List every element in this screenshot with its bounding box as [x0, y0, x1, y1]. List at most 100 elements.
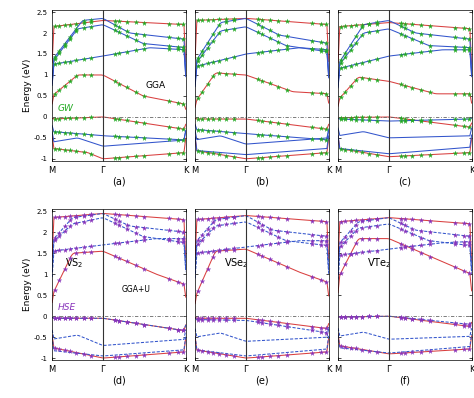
Point — [254, 49, 262, 56]
Point — [451, 239, 458, 246]
Point — [341, 314, 349, 320]
Point — [61, 59, 68, 66]
Point — [216, 116, 223, 122]
Point — [401, 33, 409, 39]
Point — [141, 322, 148, 328]
Point — [460, 150, 467, 156]
Point — [209, 73, 217, 80]
Point — [418, 152, 425, 158]
Point — [209, 37, 217, 44]
Point — [179, 235, 187, 242]
Point — [347, 41, 355, 48]
Point — [337, 270, 345, 276]
Point — [123, 117, 130, 124]
Point — [73, 214, 80, 220]
Point — [401, 51, 409, 57]
Point — [111, 354, 118, 360]
Point — [51, 345, 59, 351]
Point — [223, 152, 230, 159]
Point — [73, 245, 80, 252]
Point — [341, 343, 349, 350]
Point — [358, 114, 366, 121]
Point — [427, 241, 434, 247]
Point — [341, 64, 349, 70]
Point — [409, 315, 416, 322]
Point — [61, 315, 68, 322]
Point — [132, 47, 139, 53]
Point — [165, 275, 173, 282]
Point — [451, 91, 458, 97]
Point — [341, 50, 349, 57]
Point — [460, 220, 467, 226]
Point — [111, 22, 118, 28]
Point — [141, 322, 148, 328]
Point — [373, 313, 380, 320]
Point — [409, 84, 416, 91]
Point — [266, 132, 273, 139]
Point — [258, 16, 266, 23]
X-axis label: (d): (d) — [112, 375, 126, 385]
Point — [465, 47, 473, 53]
Point — [322, 47, 330, 53]
Point — [409, 243, 416, 250]
Point — [123, 221, 130, 228]
Point — [308, 45, 315, 52]
Point — [66, 213, 74, 219]
Point — [274, 120, 282, 126]
Point — [397, 20, 405, 27]
Point — [80, 56, 87, 62]
Point — [165, 237, 173, 244]
Point — [465, 346, 473, 352]
Point — [209, 349, 217, 356]
Point — [465, 25, 473, 32]
Point — [209, 317, 217, 323]
Point — [266, 214, 273, 220]
Point — [418, 234, 425, 241]
Point — [66, 315, 74, 322]
Point — [80, 351, 87, 357]
Point — [283, 46, 291, 52]
Point — [123, 319, 130, 325]
Point — [418, 87, 425, 93]
Point — [132, 238, 139, 244]
Point — [308, 238, 315, 244]
Point — [317, 277, 324, 283]
Point — [165, 136, 173, 142]
Point — [165, 21, 173, 27]
Point — [465, 321, 473, 328]
Point — [337, 314, 345, 320]
Point — [258, 118, 266, 124]
Point — [365, 29, 373, 35]
Point — [341, 238, 349, 245]
Point — [258, 221, 266, 228]
Point — [204, 17, 211, 23]
Point — [308, 20, 315, 27]
Point — [317, 90, 324, 97]
Point — [283, 18, 291, 25]
Point — [55, 247, 63, 254]
Point — [254, 251, 262, 258]
Point — [365, 248, 373, 255]
Point — [194, 288, 201, 295]
Point — [80, 315, 87, 322]
Point — [194, 116, 201, 122]
Point — [194, 315, 201, 322]
Point — [365, 216, 373, 222]
Point — [322, 90, 330, 97]
Point — [258, 23, 266, 30]
Point — [174, 235, 182, 242]
Point — [427, 218, 434, 224]
Point — [87, 16, 94, 23]
Point — [179, 126, 187, 132]
Point — [87, 211, 94, 218]
Point — [283, 33, 291, 40]
Point — [283, 215, 291, 222]
Point — [216, 21, 223, 28]
Point — [55, 129, 63, 135]
X-axis label: (e): (e) — [255, 375, 269, 385]
Point — [254, 155, 262, 161]
Point — [365, 21, 373, 27]
Point — [337, 243, 345, 250]
Text: HSE: HSE — [57, 303, 76, 312]
Point — [165, 235, 173, 242]
